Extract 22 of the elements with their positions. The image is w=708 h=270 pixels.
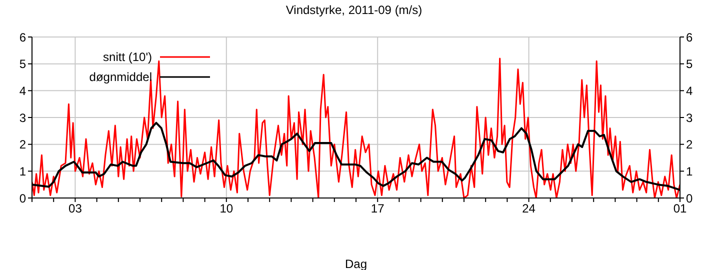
chart-title: Vindstyrke, 2011-09 (m/s) bbox=[284, 3, 424, 17]
y-tick-label: 2 bbox=[19, 138, 26, 152]
y2-tick-label: 6 bbox=[686, 30, 693, 44]
y-tick-label: 5 bbox=[19, 57, 26, 72]
x-tick-label: 01 bbox=[673, 202, 687, 216]
x-tick-label: 10 bbox=[220, 202, 234, 216]
y-tick-label: 6 bbox=[19, 30, 26, 44]
y-tick-label: 1 bbox=[19, 164, 26, 178]
y2-tick-label: 4 bbox=[686, 84, 693, 98]
legend-label: døgnmiddel bbox=[89, 70, 152, 84]
y-tick-label: 4 bbox=[19, 84, 26, 98]
y2-tick-label: 5 bbox=[686, 57, 693, 72]
y-tick-label: 0 bbox=[19, 191, 26, 206]
x-tick-label: 24 bbox=[522, 202, 536, 216]
y2-tick-label: 2 bbox=[686, 138, 693, 152]
x-tick-label: 17 bbox=[370, 202, 385, 216]
y2-tick-label: 3 bbox=[686, 110, 693, 125]
y-tick-label: 3 bbox=[19, 110, 26, 125]
legend-label: snitt (10') bbox=[103, 50, 152, 64]
x-tick-label: 03 bbox=[68, 202, 82, 216]
y2-tick-label: 1 bbox=[686, 164, 693, 178]
y2-tick-label: 0 bbox=[686, 191, 693, 206]
